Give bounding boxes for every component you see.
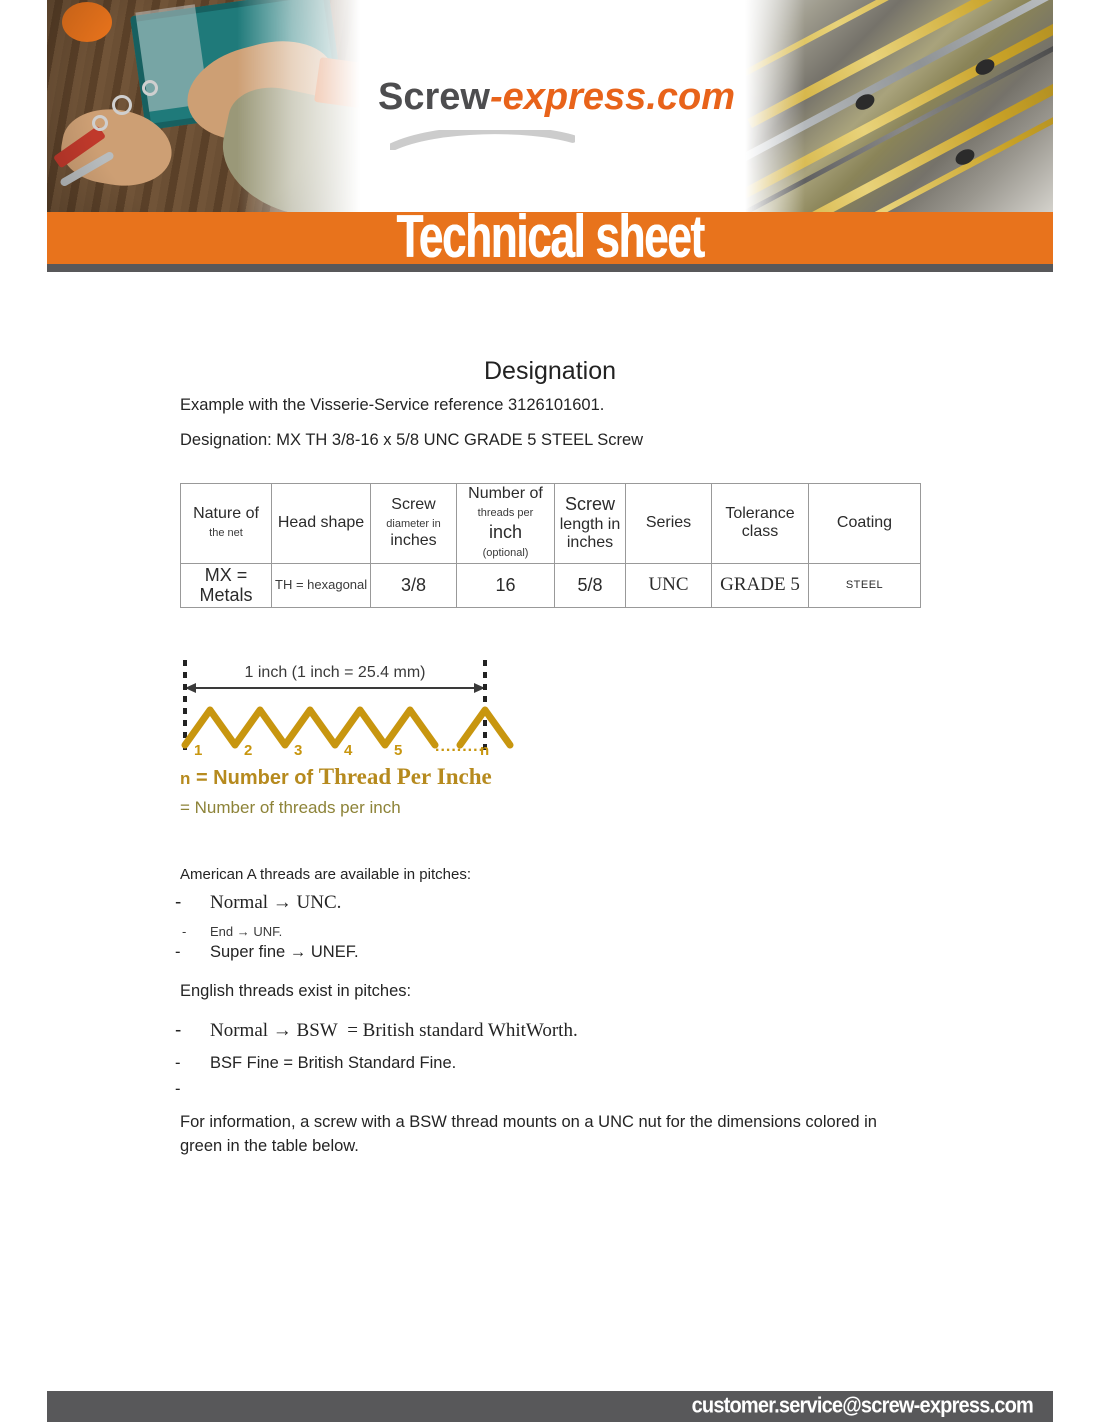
svg-text:1 inch (1 inch = 25.4 mm): 1 inch (1 inch = 25.4 mm) xyxy=(245,664,426,681)
svg-text:1: 1 xyxy=(194,742,202,759)
svg-text:2: 2 xyxy=(244,742,252,759)
svg-text:n: n xyxy=(480,742,489,759)
svg-text:5: 5 xyxy=(394,742,402,759)
svg-text:4: 4 xyxy=(344,742,353,759)
svg-text:3: 3 xyxy=(294,742,302,759)
